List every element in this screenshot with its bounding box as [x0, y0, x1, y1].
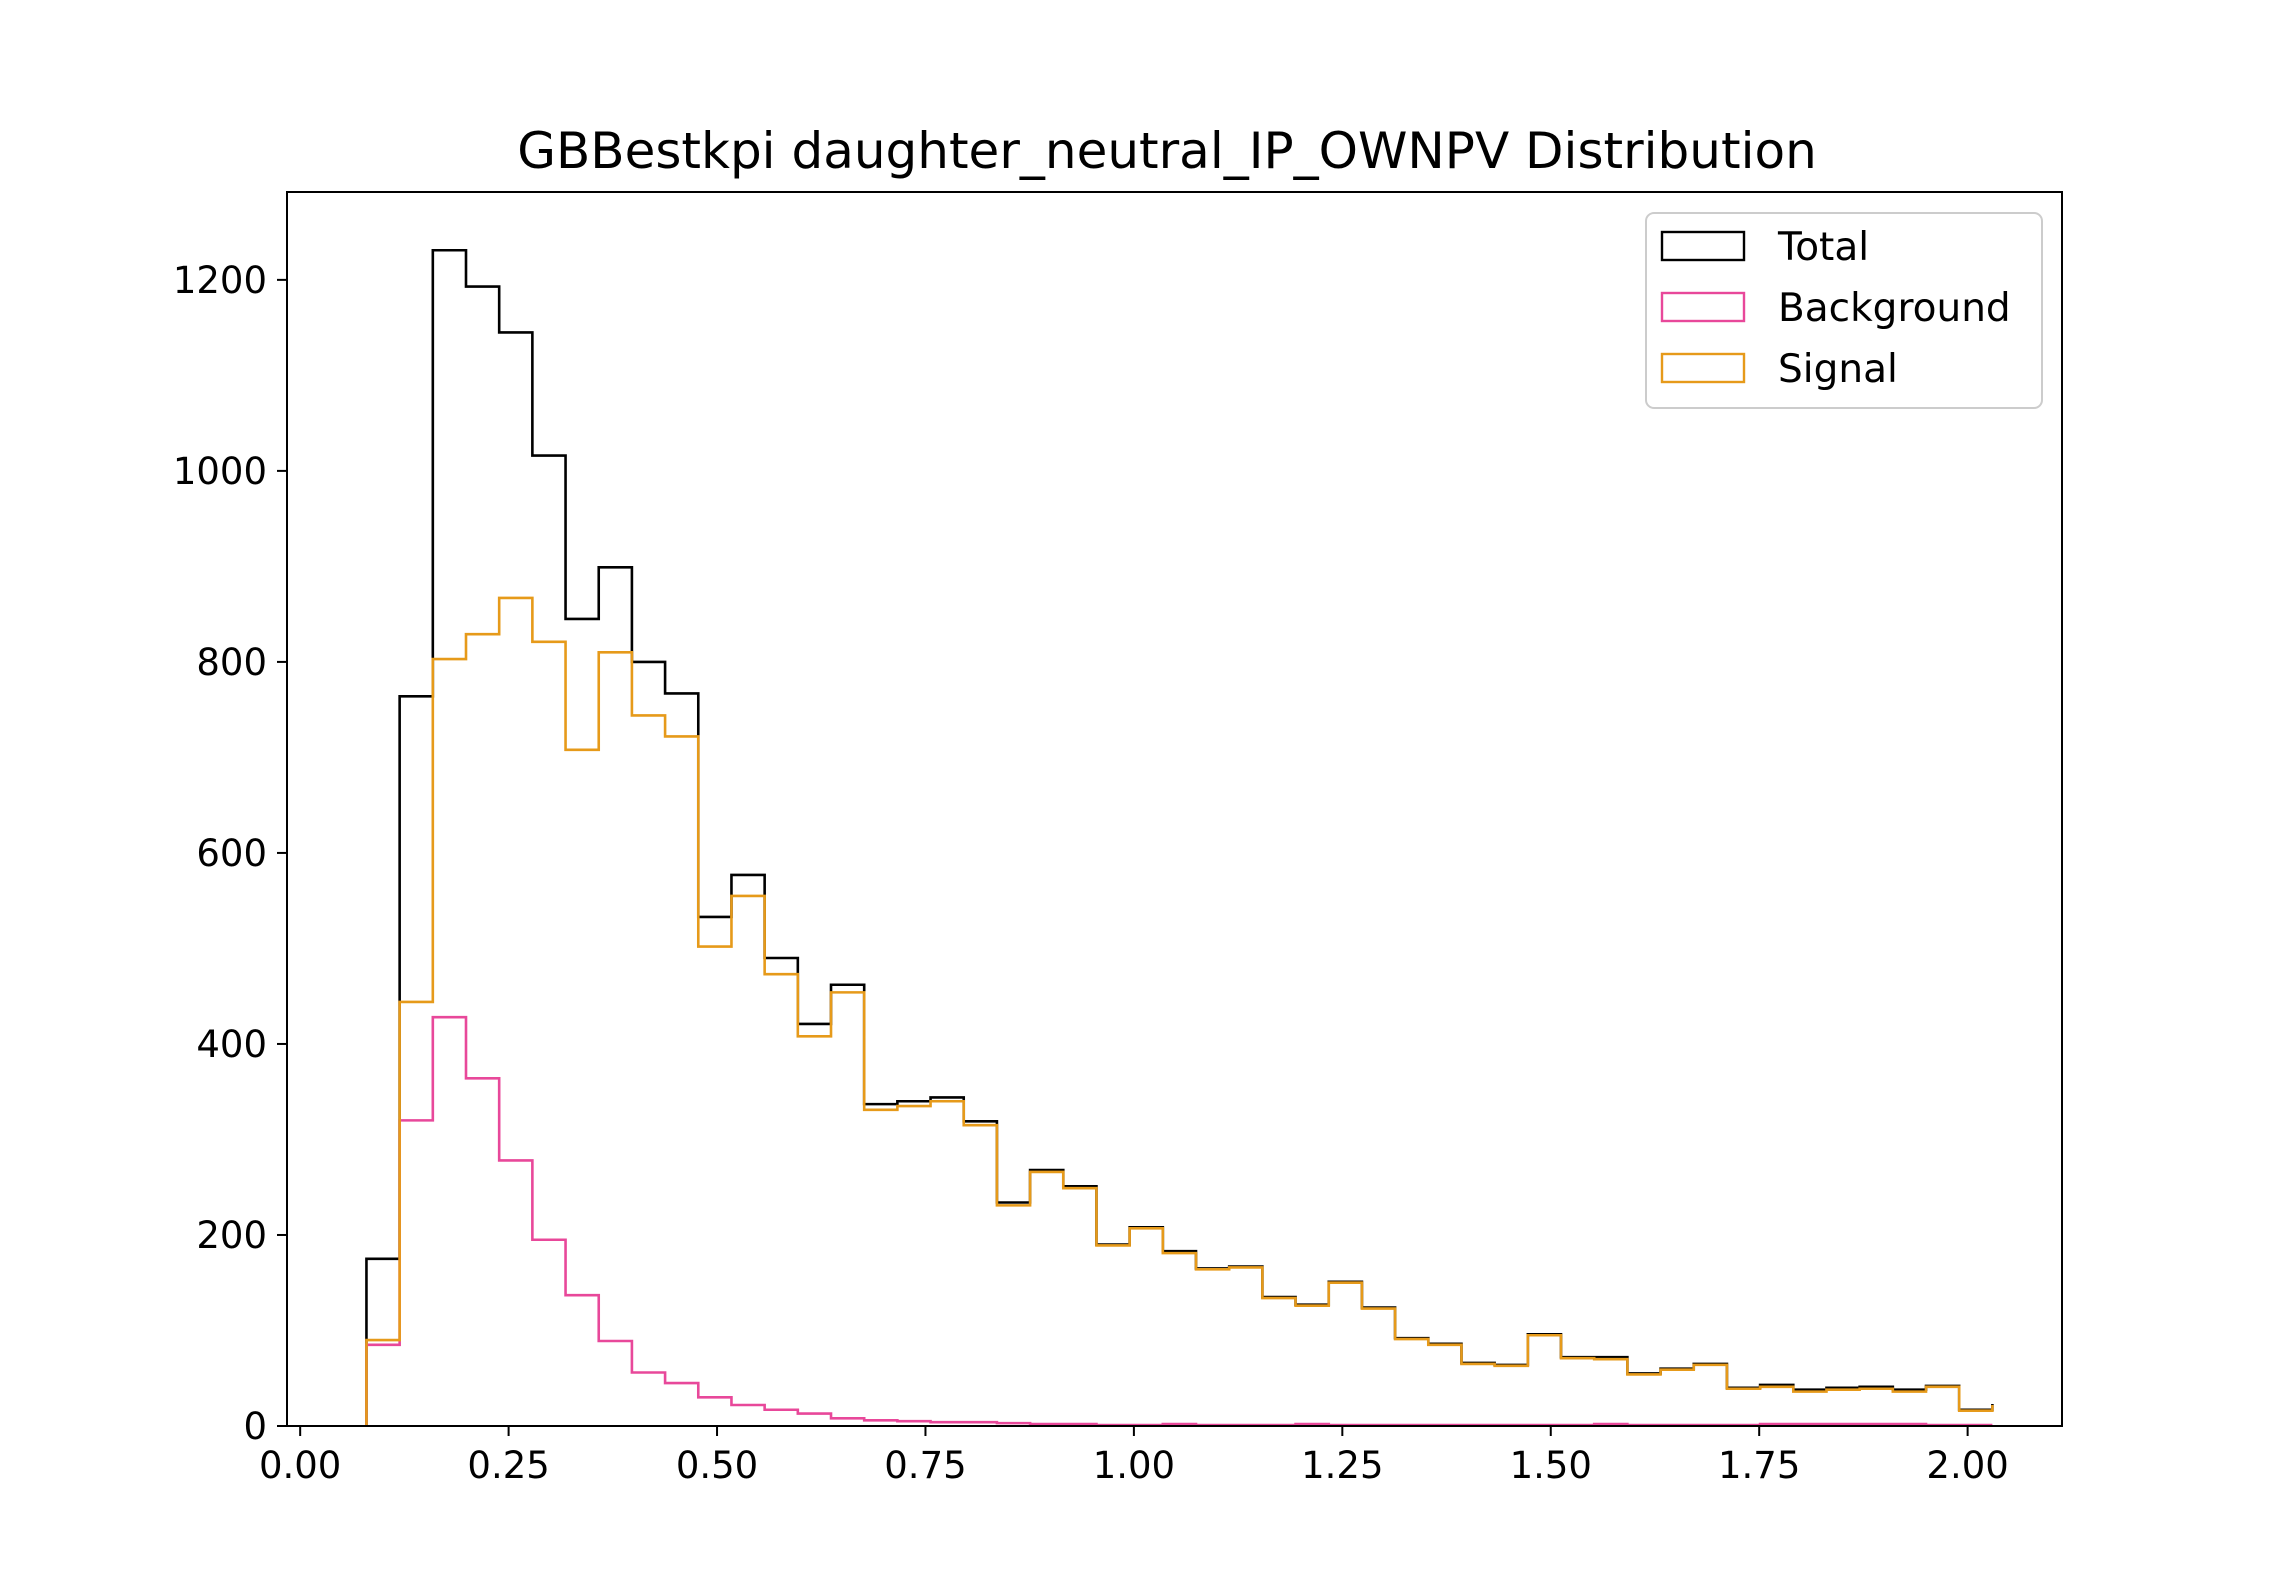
legend-label-signal: Signal — [1778, 347, 1898, 392]
x-tick-label: 0.75 — [884, 1444, 966, 1487]
legend-label-total: Total — [1777, 225, 1869, 270]
y-tick-label: 800 — [196, 641, 267, 684]
y-tick-label: 1200 — [173, 259, 267, 302]
x-tick-label: 0.50 — [676, 1444, 758, 1487]
y-tick-label: 0 — [243, 1405, 267, 1448]
x-tick-label: 1.00 — [1093, 1444, 1175, 1487]
y-axis: 0 200 400 600 800 1000 1200 — [173, 259, 287, 1448]
x-axis: 0.00 0.25 0.50 0.75 1.00 1.25 1.50 1.75 2.00 — [259, 1426, 2009, 1487]
x-tick-label: 0.00 — [259, 1444, 341, 1487]
legend-swatch-background — [1660, 291, 1746, 323]
x-tick-label: 0.25 — [467, 1444, 549, 1487]
chart-title: GBBestkpi daughter_neutral_IP_OWNPV Dist… — [517, 122, 1817, 180]
y-tick-label: 1000 — [173, 450, 267, 493]
y-tick-label: 600 — [196, 832, 267, 875]
plot-frame — [286, 191, 2063, 1427]
x-tick-label: 1.50 — [1510, 1444, 1592, 1487]
x-tick-label: 1.25 — [1301, 1444, 1383, 1487]
x-tick-label: 1.75 — [1718, 1444, 1800, 1487]
legend-label-background: Background — [1778, 286, 2011, 331]
legend-swatch-signal — [1660, 352, 1746, 384]
y-tick-label: 200 — [196, 1214, 267, 1257]
x-tick-label: 2.00 — [1926, 1444, 2008, 1487]
series-signal-step — [365, 596, 1994, 1426]
legend-swatch-total — [1660, 230, 1746, 262]
legend: Total Background Signal — [1645, 212, 2043, 409]
y-tick-label: 400 — [196, 1023, 267, 1066]
